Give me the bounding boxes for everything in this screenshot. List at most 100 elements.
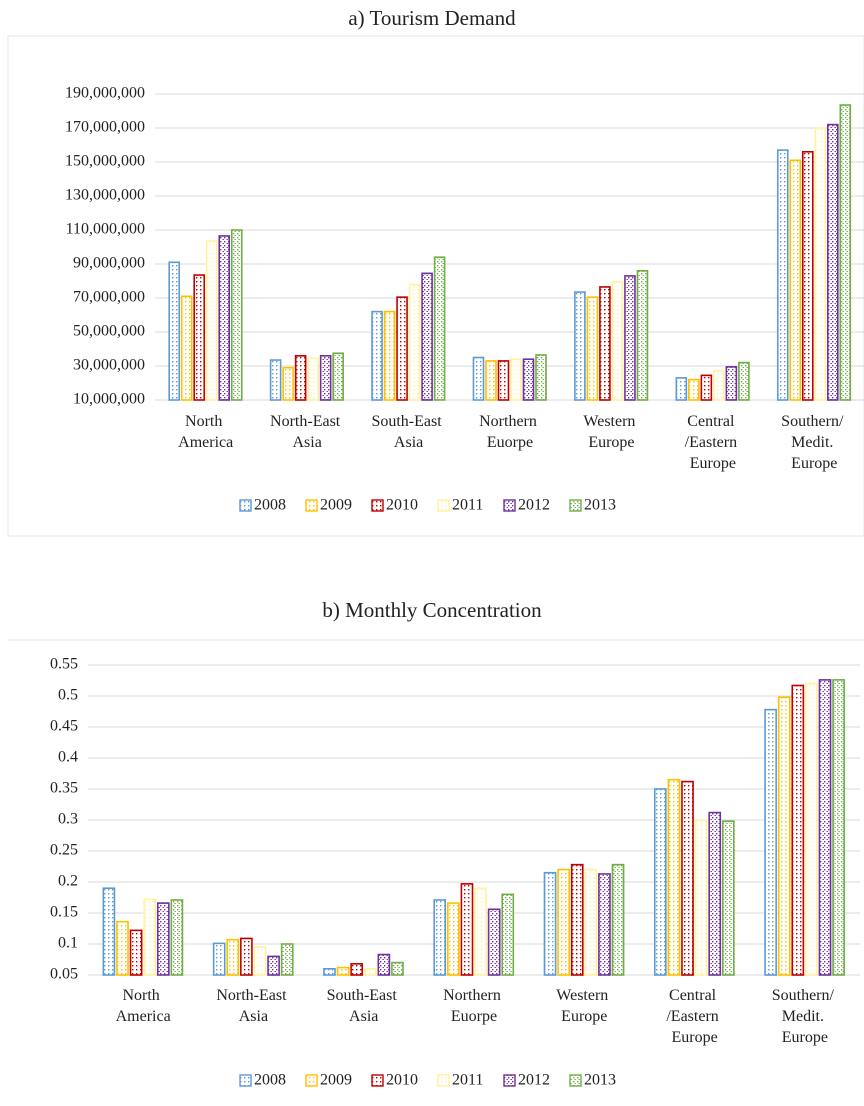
bar	[336, 966, 350, 976]
legend-swatch	[569, 1074, 582, 1087]
legend-label: 2012	[518, 497, 550, 514]
bar	[205, 240, 218, 401]
y-tick-label: 0.2	[58, 873, 78, 890]
bar	[501, 893, 515, 976]
bar	[611, 281, 624, 401]
bar	[156, 902, 170, 976]
bar	[323, 967, 336, 976]
legend-label: 2011	[452, 1072, 483, 1089]
legend-label: 2010	[386, 1072, 418, 1089]
y-tick-label: 0.45	[50, 718, 78, 735]
x-tick-label: Central /Eastern Europe	[685, 413, 741, 472]
bar	[332, 352, 344, 401]
y-tick-label: 70,000,000	[73, 289, 145, 306]
x-tick-label: Western Europe	[583, 413, 639, 451]
bar	[267, 955, 280, 976]
bar	[764, 708, 777, 976]
bar	[371, 310, 383, 401]
bar	[611, 863, 625, 976]
bar	[818, 679, 832, 976]
bar	[129, 929, 143, 976]
legend-label: 2010	[386, 497, 418, 514]
bar	[624, 275, 636, 401]
legend-swatch	[371, 1074, 384, 1087]
bar	[636, 269, 649, 401]
bar	[721, 820, 735, 976]
x-tick-label: Western Europe	[556, 987, 612, 1025]
bar	[116, 920, 129, 976]
bar	[170, 899, 184, 976]
chart-title: a) Tourism Demand	[348, 6, 516, 30]
bar	[307, 357, 319, 401]
bar	[460, 883, 474, 976]
bar	[570, 863, 584, 976]
y-tick-label: 0.3	[58, 811, 78, 828]
bar	[396, 296, 408, 401]
bar	[230, 229, 243, 401]
bar	[391, 961, 404, 976]
y-tick-label: 30,000,000	[73, 357, 145, 374]
bar	[240, 937, 253, 976]
bar	[433, 899, 447, 976]
y-tick-label: 0.5	[58, 687, 78, 704]
bar	[789, 159, 802, 401]
y-tick-label: 0.15	[50, 904, 78, 921]
bar	[212, 942, 226, 976]
x-tick-label: South-East Asia	[327, 987, 401, 1025]
legend-swatch	[239, 499, 252, 512]
y-tick-label: 170,000,000	[65, 119, 145, 136]
bar	[143, 898, 157, 976]
bar	[713, 370, 725, 401]
bar	[535, 354, 547, 401]
chart-frame	[7, 35, 864, 537]
x-tick-label: North America	[178, 413, 233, 451]
x-tick-label: North-East Asia	[216, 987, 290, 1025]
bar	[814, 127, 827, 401]
y-tick-label: 0.25	[50, 842, 78, 859]
bar	[805, 682, 818, 976]
legend-label: 2013	[584, 1072, 616, 1089]
y-tick-label: 0.4	[58, 749, 78, 766]
bar	[801, 151, 814, 401]
bar	[497, 360, 510, 401]
legend-swatch	[239, 1074, 252, 1087]
bar	[725, 366, 738, 401]
bar	[487, 908, 501, 976]
bar	[433, 256, 446, 401]
legend-label: 2008	[254, 1072, 286, 1089]
legend-swatch	[437, 499, 450, 512]
legend-label: 2011	[452, 497, 483, 514]
legend-swatch	[305, 499, 318, 512]
y-tick-label: 110,000,000	[66, 221, 145, 238]
bar	[180, 295, 193, 401]
bar	[226, 938, 240, 976]
bar	[485, 360, 497, 401]
y-tick-label: 50,000,000	[73, 323, 145, 340]
x-tick-label: North-East Asia	[270, 413, 344, 451]
legend-swatch	[437, 1074, 450, 1087]
bar	[791, 684, 805, 976]
bar	[584, 868, 598, 976]
x-tick-label: Southern/ Medit. Europe	[772, 987, 838, 1046]
x-tick-label: North America	[116, 987, 171, 1025]
bar	[599, 286, 611, 401]
bar	[586, 296, 599, 401]
bar	[377, 953, 391, 976]
legend-label: 2008	[254, 497, 286, 514]
legend-label: 2009	[320, 497, 352, 514]
bar	[574, 291, 586, 401]
bar	[168, 261, 180, 401]
bar	[363, 967, 377, 976]
bar	[653, 788, 667, 976]
bar	[694, 819, 708, 976]
bar	[102, 887, 116, 976]
y-tick-label: 190,000,000	[65, 85, 145, 102]
legend-swatch	[371, 499, 384, 512]
x-tick-label: Central /Eastern Europe	[666, 987, 722, 1046]
bar	[688, 378, 700, 401]
bar	[474, 887, 487, 976]
bar	[522, 358, 535, 401]
bar	[776, 149, 789, 401]
